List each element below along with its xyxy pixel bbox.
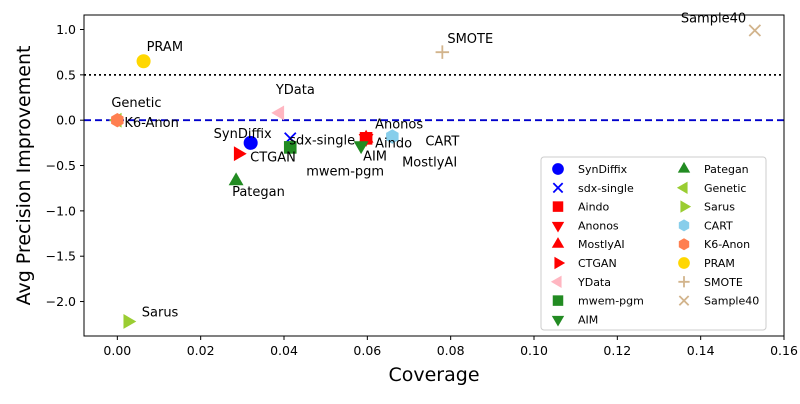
point-label-syndiffix: SynDiffix bbox=[214, 127, 272, 142]
x-tick-label: 0.00 bbox=[103, 343, 131, 358]
x-tick-label: 0.04 bbox=[270, 343, 298, 358]
point-label-smote: SMOTE bbox=[447, 32, 493, 47]
x-tick-label: 0.16 bbox=[770, 343, 798, 358]
y-tick-label: 1.0 bbox=[56, 22, 76, 37]
point-pram bbox=[136, 54, 151, 69]
x-tick-label: 0.10 bbox=[520, 343, 548, 358]
point-k6-anon bbox=[111, 112, 124, 128]
reference-lines bbox=[84, 73, 784, 122]
point-ydata bbox=[271, 105, 285, 121]
legend-marker-ctgan bbox=[554, 256, 566, 270]
legend-entry-aindo: Aindo bbox=[578, 201, 610, 214]
point-label-sdx-single: sdx-single bbox=[289, 133, 355, 148]
point-smote bbox=[435, 45, 450, 59]
y-tick-label: −1.0 bbox=[46, 203, 76, 218]
point-labels: SynDiffix sdx-single Aindo Anonos MostlyAI CT… bbox=[111, 11, 746, 320]
legend-entry-pram: PRAM bbox=[704, 257, 735, 270]
legend-box bbox=[540, 156, 767, 331]
legend-marker-k6-anon bbox=[678, 238, 690, 251]
point-sample40 bbox=[748, 24, 762, 37]
y-tick-label: −0.5 bbox=[46, 158, 76, 173]
legend-marker-aindo bbox=[552, 201, 564, 212]
legend-entry-pategan: Pategan bbox=[704, 163, 749, 176]
point-syndiffix bbox=[243, 135, 258, 150]
legend-marker-cart bbox=[678, 219, 690, 232]
legend-entry-sdx-single: sdx-single bbox=[578, 182, 634, 195]
point-label-ctgan: CTGAN bbox=[250, 151, 296, 166]
legend-marker-smote bbox=[678, 276, 690, 288]
data-points bbox=[108, 24, 762, 329]
point-pategan bbox=[228, 172, 244, 186]
legend: SynDiffix sdx-single Aindo Anonos MostlyAI CT… bbox=[540, 156, 767, 331]
y-tick-label: 0.0 bbox=[56, 113, 76, 128]
legend-marker-pategan bbox=[677, 161, 691, 173]
point-label-sample40: Sample40 bbox=[681, 11, 746, 26]
x-axis-label: Coverage bbox=[388, 364, 479, 386]
point-label-pategan: Pategan bbox=[232, 185, 285, 200]
legend-entry-mwem-pgm: mwem-pgm bbox=[578, 295, 644, 308]
point-aim bbox=[353, 141, 369, 155]
y-tick-label: −1.5 bbox=[46, 249, 76, 264]
x-axis-ticks: 0.00 0.02 0.04 0.06 0.08 0.10 0.12 0.14 0.16 bbox=[103, 336, 798, 358]
legend-entry-genetic: Genetic bbox=[704, 182, 746, 195]
legend-entry-aim: AIM bbox=[578, 313, 598, 326]
legend-marker-mostlyai bbox=[551, 237, 565, 248]
legend-entry-smote: SMOTE bbox=[704, 276, 743, 289]
legend-marker-anonos bbox=[551, 221, 565, 233]
legend-marker-sarus bbox=[680, 200, 692, 213]
legend-marker-ydata bbox=[550, 275, 562, 288]
y-axis-ticks: 1.0 0.5 0.0 −0.5 −1.0 −1.5 −2.0 bbox=[46, 22, 84, 309]
point-mostlyai bbox=[358, 129, 374, 143]
point-label-aindo: Aindo bbox=[375, 136, 412, 151]
point-label-aim: AIM bbox=[363, 150, 387, 165]
point-label-ydata: YData bbox=[275, 83, 315, 98]
point-label-cart: CART bbox=[425, 135, 459, 150]
x-tick-label: 0.12 bbox=[603, 343, 631, 358]
legend-marker-aim bbox=[551, 315, 565, 327]
y-tick-label: 0.5 bbox=[56, 67, 76, 82]
legend-entry-ctgan: CTGAN bbox=[578, 257, 617, 270]
legend-entry-k6-anon: K6-Anon bbox=[704, 238, 750, 251]
legend-entry-sample40: Sample40 bbox=[704, 295, 759, 308]
legend-marker-genetic bbox=[676, 181, 688, 194]
x-tick-label: 0.02 bbox=[187, 343, 215, 358]
point-mwem-pgm bbox=[283, 141, 297, 154]
x-tick-label: 0.06 bbox=[353, 343, 381, 358]
point-cart bbox=[386, 129, 399, 144]
x-tick-label: 0.14 bbox=[687, 343, 715, 358]
point-ctgan bbox=[233, 146, 247, 162]
x-tick-label: 0.08 bbox=[437, 343, 465, 358]
point-label-mostlyai-lower: MostlyAI bbox=[402, 155, 457, 170]
legend-entry-cart: CART bbox=[704, 219, 733, 232]
point-label-k6-anon: K6-Anon bbox=[124, 116, 179, 131]
point-sarus bbox=[123, 314, 137, 329]
plot-frame bbox=[83, 14, 785, 337]
legend-entry-syndiffix: SynDiffix bbox=[578, 163, 628, 176]
legend-entry-ydata: YData bbox=[577, 276, 611, 289]
point-label-genetic: Genetic bbox=[111, 96, 161, 111]
point-label-anonos: Anonos bbox=[375, 117, 423, 132]
point-label-sarus: Sarus bbox=[142, 305, 179, 320]
legend-marker-sample40 bbox=[678, 295, 690, 306]
legend-marker-pram bbox=[678, 257, 690, 269]
legend-marker-mwem-pgm bbox=[552, 295, 564, 306]
point-label-pram: PRAM bbox=[147, 40, 183, 55]
legend-entry-mostlyai: MostlyAI bbox=[578, 238, 625, 251]
legend-marker-sdx-single bbox=[552, 182, 564, 194]
legend-entry-sarus: Sarus bbox=[704, 201, 735, 214]
y-axis-label: Avg Precision Improvement bbox=[13, 46, 35, 306]
legend-marker-syndiffix bbox=[552, 163, 564, 175]
y-tick-label: −2.0 bbox=[46, 294, 76, 309]
point-label-mwem-pgm: mwem-pgm bbox=[306, 164, 384, 179]
legend-entry-anonos: Anonos bbox=[578, 219, 619, 232]
